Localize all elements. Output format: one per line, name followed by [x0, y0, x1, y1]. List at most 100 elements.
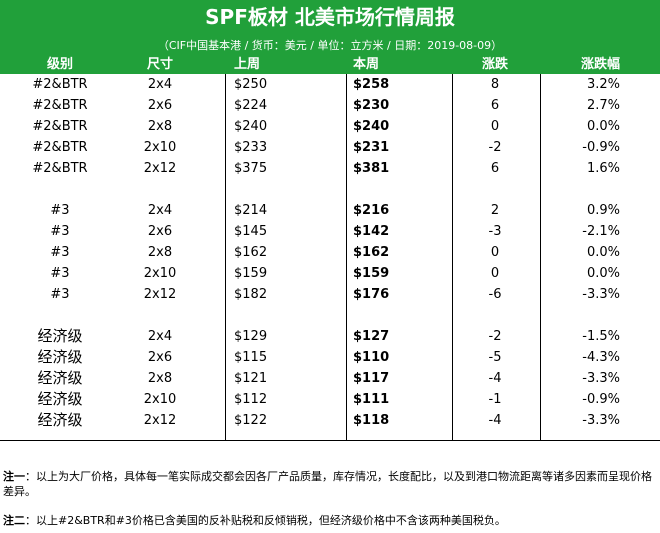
col-header-last-week: 上周: [234, 57, 261, 72]
cell-size: 2x4: [147, 203, 173, 218]
table-header-row: 级别 尺寸 上周 本周 涨跌 涨跌幅: [0, 56, 660, 74]
cell-change-pct: 3.2%: [586, 77, 620, 92]
cell-last-week: $375: [234, 161, 268, 176]
cell-last-week: $224: [234, 98, 268, 113]
cell-grade: #2&BTR: [32, 119, 88, 134]
cell-size: 2x10: [143, 266, 177, 281]
col-header-change: 涨跌: [481, 57, 508, 72]
note-1: 注一：以上为大厂价格，具体每一笔实际成交都会因各厂产品质量，库存情况，长度配比，…: [3, 469, 654, 499]
cell-grade: #2&BTR: [32, 161, 88, 176]
cell-size: 2x8: [147, 371, 173, 386]
cell-change-pct: 0.0%: [586, 245, 620, 260]
cell-this-week: $110: [353, 350, 390, 365]
table-row: #2&BTR 2x4 $250 $258 8 3.2%: [0, 74, 660, 95]
cell-size: 2x10: [143, 392, 177, 407]
note-2-label: 注二: [3, 514, 25, 527]
cell-change: 6: [490, 161, 500, 176]
table-row: #2&BTR 2x8 $240 $240 0 0.0%: [0, 116, 660, 137]
cell-this-week: $381: [353, 161, 390, 176]
table-row: #3 2x4 $214 $216 2 0.9%: [0, 200, 660, 221]
cell-change: -5: [488, 350, 502, 365]
cell-grade: #3: [50, 224, 70, 239]
cell-change: -2: [488, 329, 502, 344]
cell-grade: 经济级: [37, 390, 83, 408]
cell-change-pct: 0.0%: [586, 266, 620, 281]
cell-change: -4: [488, 413, 502, 428]
cell-this-week: $162: [353, 245, 390, 260]
cell-grade: #3: [50, 203, 70, 218]
cell-this-week: $258: [353, 77, 390, 92]
cell-size: 2x10: [143, 140, 177, 155]
cell-change: -2: [488, 140, 502, 155]
cell-this-week: $240: [353, 119, 390, 134]
cell-size: 2x8: [147, 119, 173, 134]
table-row: #2&BTR 2x10 $233 $231 -2 -0.9%: [0, 137, 660, 158]
cell-last-week: $145: [234, 224, 268, 239]
cell-grade: #3: [50, 245, 70, 260]
cell-change-pct: -0.9%: [582, 392, 620, 407]
col-header-change-pct: 涨跌幅: [580, 57, 620, 72]
cell-size: 2x12: [143, 287, 177, 302]
column-divider: [225, 74, 226, 440]
cell-change: 0: [490, 245, 500, 260]
report-title: SPF板材 北美市场行情周报: [205, 5, 455, 29]
cell-change-pct: -3.3%: [582, 287, 620, 302]
column-divider: [346, 74, 347, 440]
cell-change-pct: -0.9%: [582, 140, 620, 155]
cell-this-week: $111: [353, 392, 390, 407]
cell-change: -4: [488, 371, 502, 386]
table-row: #2&BTR 2x12 $375 $381 6 1.6%: [0, 158, 660, 179]
cell-change-pct: -4.3%: [582, 350, 620, 365]
cell-last-week: $182: [234, 287, 268, 302]
cell-size: 2x6: [147, 350, 173, 365]
table-row: 经济级 2x8 $121 $117 -4 -3.3%: [0, 368, 660, 389]
note-2-text: ：以上#2&BTR和#3价格已含美国的反补贴税和反倾销税，但经济级价格中不含该两…: [25, 514, 506, 527]
cell-change: -1: [488, 392, 502, 407]
col-header-size: 尺寸: [146, 57, 173, 72]
cell-grade: #2&BTR: [32, 77, 88, 92]
cell-change: 0: [490, 266, 500, 281]
report-subtitle: （CIF中国基本港 / 货币：美元 / 单位：立方米 / 日期：2019-08-…: [157, 39, 503, 52]
column-divider: [452, 74, 453, 440]
note-1-text: ：以上为大厂价格，具体每一笔实际成交都会因各厂产品质量，库存情况，长度配比，以及…: [3, 470, 652, 498]
note-2: 注二：以上#2&BTR和#3价格已含美国的反补贴税和反倾销税，但经济级价格中不含…: [3, 513, 654, 528]
cell-this-week: $142: [353, 224, 390, 239]
cell-grade: #2&BTR: [32, 98, 88, 113]
table-row: #2&BTR 2x6 $224 $230 6 2.7%: [0, 95, 660, 116]
cell-last-week: $233: [234, 140, 268, 155]
table-row: 经济级 2x10 $112 $111 -1 -0.9%: [0, 389, 660, 410]
cell-last-week: $115: [234, 350, 268, 365]
cell-last-week: $112: [234, 392, 268, 407]
cell-size: 2x12: [143, 161, 177, 176]
table-row: #3 2x6 $145 $142 -3 -2.1%: [0, 221, 660, 242]
cell-last-week: $250: [234, 77, 268, 92]
cell-change-pct: 2.7%: [586, 98, 620, 113]
table-row: 经济级 2x6 $115 $110 -5 -4.3%: [0, 347, 660, 368]
cell-grade: 经济级: [37, 411, 83, 429]
cell-change: 8: [490, 77, 500, 92]
cell-this-week: $159: [353, 266, 390, 281]
cell-change-pct: 1.6%: [586, 161, 620, 176]
cell-grade: 经济级: [37, 369, 83, 387]
table-row: 经济级 2x12 $122 $118 -4 -3.3%: [0, 410, 660, 431]
cell-last-week: $240: [234, 119, 268, 134]
cell-last-week: $159: [234, 266, 268, 281]
table-row: #3 2x8 $162 $162 0 0.0%: [0, 242, 660, 263]
cell-change-pct: -3.3%: [582, 413, 620, 428]
cell-change-pct: -1.5%: [582, 329, 620, 344]
cell-last-week: $122: [234, 413, 268, 428]
cell-size: 2x6: [147, 224, 173, 239]
cell-last-week: $121: [234, 371, 268, 386]
table-row: 经济级 2x4 $129 $127 -2 -1.5%: [0, 326, 660, 347]
cell-change-pct: -3.3%: [582, 371, 620, 386]
cell-grade: 经济级: [37, 348, 83, 366]
cell-change: -3: [488, 224, 502, 239]
cell-change-pct: 0.9%: [586, 203, 620, 218]
cell-grade: #3: [50, 287, 70, 302]
cell-change-pct: 0.0%: [586, 119, 620, 134]
cell-grade: 经济级: [37, 327, 83, 345]
cell-last-week: $162: [234, 245, 268, 260]
cell-size: 2x12: [143, 413, 177, 428]
cell-size: 2x4: [147, 77, 173, 92]
table-bottom-border: [0, 440, 660, 441]
